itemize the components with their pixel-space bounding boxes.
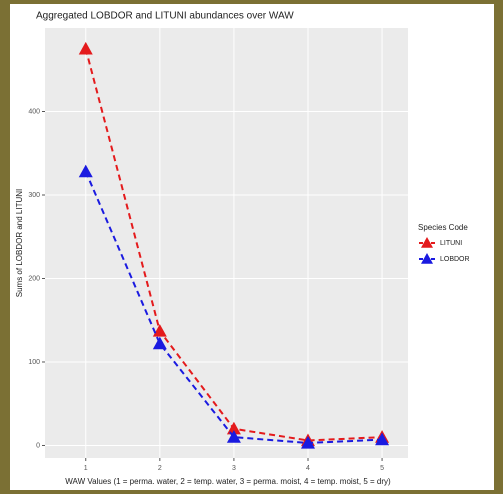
y-tick-label: 200	[28, 275, 40, 282]
legend-label: LITUNI	[440, 240, 462, 247]
data-point	[152, 336, 167, 350]
x-tick-label: 4	[306, 465, 310, 472]
data-point	[78, 164, 93, 178]
x-axis-label: WAW Values (1 = perma. water, 2 = temp. …	[65, 477, 391, 486]
data-point	[152, 324, 167, 337]
y-axis-label: Sums of LOBDOR and LITUNI	[15, 189, 24, 297]
chart-title: Aggregated LOBDOR and LITUNI abundances …	[36, 11, 294, 22]
data-point	[226, 430, 241, 443]
data-point	[78, 41, 93, 55]
x-tick-label: 5	[380, 465, 384, 472]
y-tick-label: 0	[36, 442, 40, 449]
legend-title: Species Code	[418, 223, 468, 232]
data-point	[300, 435, 315, 449]
y-tick-label: 100	[28, 359, 40, 366]
legend-key	[421, 237, 433, 248]
y-tick-label: 400	[28, 108, 40, 115]
x-tick-label: 3	[232, 465, 236, 472]
data-point	[375, 432, 390, 446]
data-point	[226, 421, 241, 435]
series-line	[84, 171, 383, 444]
x-tick-label: 2	[158, 465, 162, 472]
y-tick-label: 300	[28, 192, 40, 199]
legend-label: LOBDOR	[440, 256, 470, 263]
x-tick-label: 1	[84, 465, 88, 472]
plot-panel	[45, 28, 408, 458]
legend-key	[421, 253, 433, 264]
